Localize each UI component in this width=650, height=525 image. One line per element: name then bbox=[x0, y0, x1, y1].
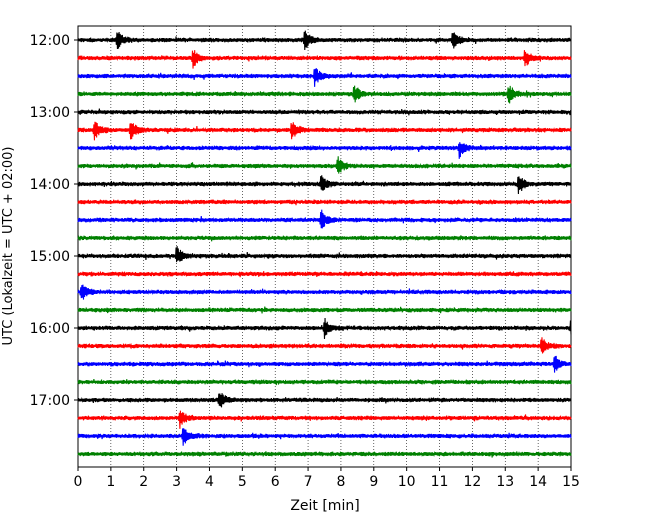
y-tick-label: 14:00 bbox=[30, 177, 70, 193]
x-tick-label: 10 bbox=[398, 474, 416, 490]
x-tick-label: 2 bbox=[139, 474, 148, 490]
seismic-trace bbox=[77, 450, 572, 458]
seismic-trace bbox=[77, 50, 572, 69]
x-tick-label: 5 bbox=[238, 474, 247, 490]
seismic-trace bbox=[77, 108, 572, 116]
y-axis-label: UTC (Lokalzeit = UTC + 02:00) bbox=[1, 147, 16, 346]
x-tick-label: 0 bbox=[74, 474, 83, 490]
seismic-trace bbox=[77, 198, 572, 206]
seismic-trace bbox=[77, 270, 572, 278]
x-tick-label: 1 bbox=[106, 474, 115, 490]
seismic-trace bbox=[77, 306, 572, 314]
x-tick-label: 11 bbox=[431, 474, 449, 490]
x-tick-label: 6 bbox=[271, 474, 280, 490]
plot-frame bbox=[77, 25, 572, 468]
x-tick-label: 3 bbox=[172, 474, 181, 490]
y-tick-label: 12:00 bbox=[30, 33, 70, 49]
x-tick-label: 15 bbox=[562, 474, 580, 490]
seismic-trace bbox=[77, 284, 572, 300]
seismic-trace bbox=[77, 85, 572, 104]
seismic-trace bbox=[77, 246, 572, 263]
seismic-trace bbox=[77, 393, 572, 408]
seismic-trace bbox=[77, 209, 572, 229]
y-axis: 12:00 13:00 14:00 15:00 16:00 17:00 bbox=[30, 33, 78, 409]
trace-group bbox=[77, 30, 572, 458]
y-tick-label: 15:00 bbox=[30, 249, 70, 265]
x-axis-label: Zeit [min] bbox=[290, 498, 359, 514]
seismic-trace bbox=[77, 30, 572, 50]
seismic-trace bbox=[77, 142, 572, 159]
y-tick-label: 16:00 bbox=[30, 321, 70, 337]
x-tick-label: 9 bbox=[369, 474, 378, 490]
seismic-trace bbox=[77, 410, 572, 429]
x-tick-label: 14 bbox=[529, 474, 547, 490]
y-tick-label: 17:00 bbox=[30, 393, 70, 409]
x-tick-label: 4 bbox=[205, 474, 214, 490]
x-tick-label: 13 bbox=[496, 474, 514, 490]
x-axis: 0 1 2 3 4 5 6 7 8 9 10 11 12 13 14 15 bbox=[74, 467, 580, 490]
seismic-trace bbox=[77, 317, 572, 339]
seismic-trace bbox=[77, 378, 572, 386]
y-tick-label: 13:00 bbox=[30, 105, 70, 121]
x-tick-label: 12 bbox=[463, 474, 481, 490]
x-tick-label: 7 bbox=[304, 474, 313, 490]
seismic-trace bbox=[77, 121, 572, 141]
seismic-trace bbox=[77, 68, 572, 87]
seismic-trace bbox=[77, 428, 572, 446]
seismic-trace bbox=[77, 156, 572, 174]
seismic-trace bbox=[77, 234, 572, 242]
seismic-trace bbox=[77, 355, 572, 373]
seismic-trace bbox=[77, 337, 572, 354]
seismic-trace bbox=[77, 175, 572, 195]
x-tick-label: 8 bbox=[336, 474, 345, 490]
